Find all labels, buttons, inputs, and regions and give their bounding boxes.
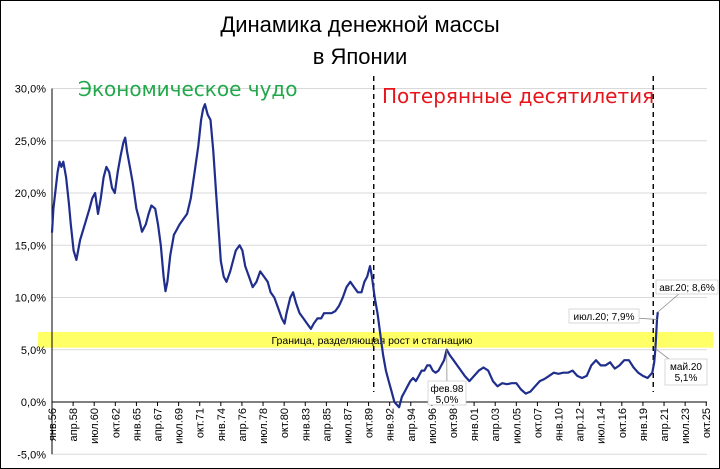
y-tick-label: 5,0% — [21, 345, 46, 357]
x-tick-label: апр.94 — [406, 408, 418, 441]
x-tick-label: апр.58 — [68, 408, 80, 441]
band-label: Граница, разделяющая рост и стагнацию — [271, 335, 472, 347]
x-tick-label: апр.12 — [575, 408, 587, 441]
x-tick-label: июл.96 — [427, 408, 439, 444]
y-tick-label: 20,0% — [15, 188, 46, 200]
x-tick-label: июл.23 — [680, 408, 692, 444]
x-tick-label: янв.74 — [216, 408, 228, 441]
annotation-box — [655, 279, 719, 295]
x-tick-label: июл.87 — [342, 408, 354, 444]
annotation-layer: фев.985,0% июл.20; 7,9% авг.20; 8,6% май.20… — [427, 279, 719, 406]
axis-layer: 30,0%25,0%20,0%15,0%10,0%5,0%0,0%-5,0%ян… — [15, 84, 713, 462]
y-tick-label: 15,0% — [15, 240, 46, 252]
x-tick-label: окт.98 — [448, 408, 460, 438]
x-tick-label: янв.83 — [300, 408, 312, 441]
x-tick-label: апр.76 — [237, 408, 249, 441]
x-tick-label: апр.85 — [321, 408, 333, 441]
x-tick-label: июл.60 — [89, 408, 101, 444]
x-tick-label: июл.78 — [258, 408, 270, 444]
x-tick-label: окт.25 — [701, 408, 713, 438]
annotation-box — [427, 380, 467, 406]
chart-title-line2: в Японии — [313, 44, 408, 69]
y-tick-label: 0,0% — [21, 397, 46, 409]
x-tick-label: июл.69 — [174, 408, 186, 444]
x-tick-label: янв.65 — [131, 408, 143, 441]
divider-layer — [373, 76, 654, 392]
era-label-miracle: Экономическое чудо — [78, 77, 298, 101]
x-tick-label: июл.14 — [596, 408, 608, 444]
annotation-label: май.20 — [670, 362, 702, 373]
annotation-value: 5,1% — [675, 373, 698, 384]
annotation-box — [568, 308, 640, 324]
x-tick-label: окт.89 — [364, 408, 376, 438]
x-tick-label: янв.56 — [47, 408, 59, 441]
annotation-label: июл.20; 7,9% — [574, 312, 635, 323]
chart-title-line1: Динамика денежной массы — [220, 12, 499, 37]
y-tick-label: 30,0% — [15, 84, 46, 96]
y-tick-label: 25,0% — [15, 136, 46, 148]
x-tick-label: апр.21 — [659, 408, 671, 441]
annotation-value: 5,0% — [436, 395, 459, 406]
stagnation-band — [38, 331, 713, 348]
x-tick-label: янв.10 — [554, 408, 566, 441]
x-tick-label: окт.07 — [532, 408, 544, 438]
annotation-label: фев.98 — [430, 383, 463, 395]
money-supply-line — [50, 103, 659, 409]
x-tick-label: окт.71 — [195, 408, 207, 438]
x-tick-label: июл.05 — [511, 408, 523, 444]
era-label-lost-decades: Потерянные десятилетия — [382, 84, 654, 108]
x-tick-label: апр.03 — [490, 408, 502, 441]
x-tick-label: окт.16 — [617, 408, 629, 438]
x-tick-label: окт.80 — [279, 408, 291, 438]
x-tick-label: апр.67 — [153, 408, 165, 441]
y-tick-label: 10,0% — [15, 293, 46, 305]
x-tick-label: янв.92 — [385, 408, 397, 441]
x-tick-label: окт.62 — [110, 408, 122, 438]
x-tick-label: янв.19 — [638, 408, 650, 441]
annotation-label: авг.20; 8,6% — [659, 283, 715, 294]
x-tick-label: янв.01 — [469, 408, 481, 441]
annotation-box — [664, 358, 708, 386]
y-tick-label: -5,0% — [17, 449, 46, 461]
